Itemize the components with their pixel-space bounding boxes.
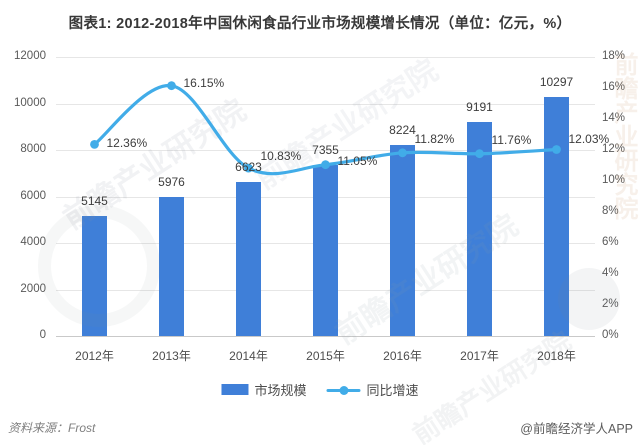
bar-value-label: 5145	[81, 194, 108, 209]
bar-2014年	[236, 182, 261, 336]
bar-2018年	[544, 96, 569, 336]
left-axis-tick: 8000	[20, 143, 46, 155]
line-swatch-icon	[326, 385, 361, 395]
gridline	[56, 103, 595, 105]
growth-rate-label: 10.83%	[260, 149, 302, 164]
gridline	[56, 57, 595, 58]
line-point-2013年	[167, 81, 176, 91]
right-axis-tick: 14%	[602, 112, 626, 124]
x-axis-label-2013年: 2013年	[152, 349, 191, 363]
right-axis-tick: 10%	[602, 174, 626, 186]
credit-note: @前瞻经济学人APP	[520, 422, 633, 436]
legend-label-growth-rate: 同比增速	[366, 383, 419, 398]
left-axis-tick: 0	[39, 329, 46, 341]
watermark-text: 前瞻产业研究院	[610, 52, 637, 220]
bar-2017年	[467, 122, 492, 336]
x-axis-label-2015年: 2015年	[306, 349, 345, 363]
x-axis-label-2014年: 2014年	[229, 349, 268, 363]
right-axis-tick: 16%	[602, 81, 626, 93]
bar-value-label: 9191	[466, 100, 493, 115]
left-axis-tick: 10000	[14, 96, 46, 109]
right-axis-tick: 12%	[602, 143, 626, 155]
bar-swatch-icon	[221, 384, 249, 395]
gridline	[56, 336, 595, 337]
bar-value-label: 10297	[539, 74, 574, 89]
line-point-2012年	[90, 140, 99, 149]
bar-2013年	[159, 197, 184, 336]
bar-value-label: 5976	[158, 175, 185, 190]
right-axis-tick: 18%	[602, 50, 626, 62]
right-axis-tick: 2%	[602, 298, 619, 310]
growth-rate-label: 16.15%	[183, 75, 225, 90]
watermark-text: 前瞻产业研究院	[329, 208, 524, 351]
right-axis-tick: 8%	[602, 205, 619, 217]
legend-item-market-size: 市场规模	[221, 380, 307, 399]
growth-rate-label: 12.03%	[568, 131, 610, 146]
bar-2015年	[313, 165, 338, 336]
growth-rate-label: 11.76%	[491, 132, 532, 147]
right-axis-tick: 6%	[602, 236, 619, 248]
x-axis-label-2017年: 2017年	[460, 349, 499, 363]
left-axis-tick: 2000	[20, 282, 46, 295]
growth-rate-label: 12.36%	[106, 136, 148, 151]
legend-item-growth-rate: 同比增速	[326, 380, 419, 399]
bar-2012年	[82, 216, 107, 336]
growth-rate-label: 11.82%	[414, 131, 455, 146]
right-axis-tick: 0%	[602, 329, 619, 341]
growth-rate-label: 11.05%	[337, 153, 378, 168]
legend-label-market-size: 市场规模	[254, 383, 307, 398]
chart-title: 图表1: 2012-2018年中国休闲食品行业市场规模增长情况（单位：亿元，%）	[68, 16, 572, 32]
x-axis-label-2012年: 2012年	[75, 349, 114, 363]
x-axis-label-2018年: 2018年	[537, 349, 576, 363]
right-axis-tick: 4%	[602, 267, 619, 279]
source-note: 资料来源：Frost	[8, 421, 96, 435]
left-axis-tick: 12000	[14, 50, 46, 62]
legend: 市场规模 同比增速	[221, 380, 419, 399]
left-axis-tick: 6000	[20, 189, 46, 202]
x-axis-label-2016年: 2016年	[383, 349, 422, 363]
left-axis-tick: 4000	[20, 236, 46, 248]
bar-2016年	[390, 144, 415, 336]
